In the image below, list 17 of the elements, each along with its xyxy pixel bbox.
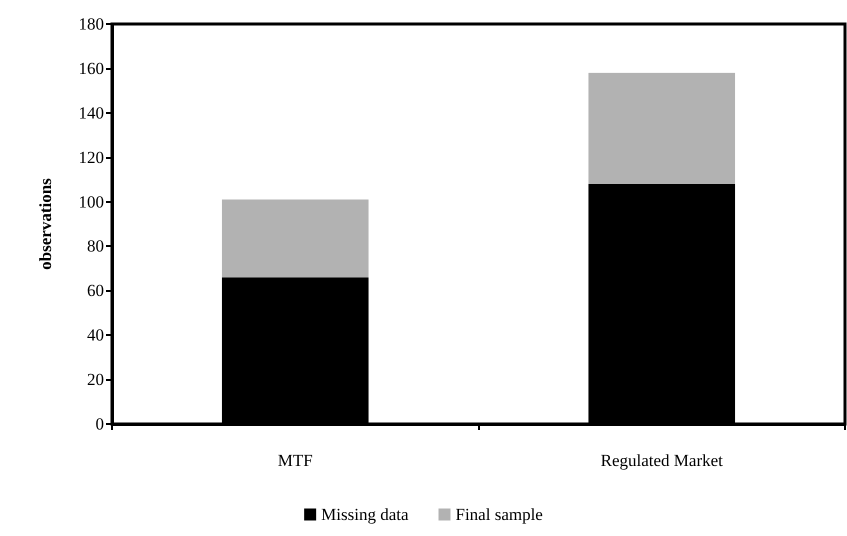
y-tick-label: 20 (87, 370, 104, 390)
y-tick-label: 180 (78, 14, 104, 34)
y-tick-label: 140 (78, 103, 104, 122)
bar (222, 200, 369, 278)
legend-label: Final sample (456, 505, 543, 524)
legend-label: Missing data (321, 505, 409, 524)
x-tick-label: Regulated Market (600, 451, 724, 470)
y-tick-label: 0 (96, 414, 104, 434)
y-tick-label: 100 (78, 192, 104, 212)
y-tick-label: 160 (78, 58, 104, 78)
y-tick-label: 60 (87, 281, 104, 300)
y-tick-label: 120 (78, 148, 104, 167)
bar (588, 72, 736, 184)
x-tick-label: MTF (278, 451, 313, 470)
y-tick-label: 40 (87, 326, 104, 345)
y-tick-label: 80 (87, 236, 104, 256)
y-axis-title: observations (36, 178, 55, 270)
